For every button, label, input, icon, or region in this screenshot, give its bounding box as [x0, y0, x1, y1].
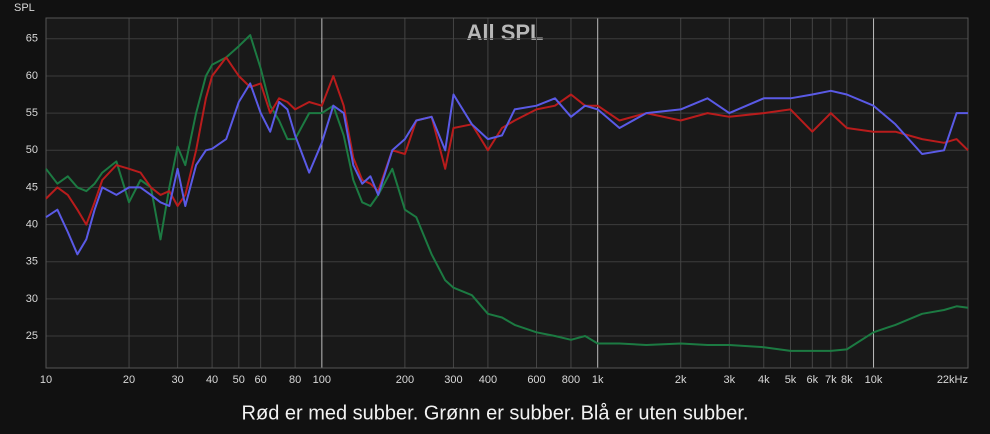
y-tick-label: 30 [26, 293, 38, 305]
series-line [45, 34, 969, 352]
x-tick-label: 6k [807, 374, 819, 386]
x-tick-label: 300 [444, 374, 462, 386]
y-tick-label: 25 [26, 330, 38, 342]
x-tick-label: 40 [206, 374, 218, 386]
x-tick-label: 5k [785, 374, 797, 386]
x-tick-label: 50 [233, 374, 245, 386]
x-tick-label: 400 [479, 374, 497, 386]
x-tick-label: 22kHz [937, 374, 968, 386]
x-tick-label: 4k [758, 374, 770, 386]
x-tick-label: 80 [289, 374, 301, 386]
series-line [45, 82, 968, 256]
x-tick-label: 100 [313, 374, 331, 386]
x-tick-label: 7k [825, 374, 837, 386]
caption: Rød er med subber. Grønn er subber. Blå … [242, 402, 749, 424]
series-line [45, 56, 969, 226]
x-tick-label: 10 [40, 374, 52, 386]
x-tick-label: 200 [396, 374, 414, 386]
y-tick-label: 65 [26, 33, 38, 45]
x-tick-label: 1k [592, 374, 604, 386]
x-tick-label: 30 [171, 374, 183, 386]
x-tick-label: 600 [527, 374, 545, 386]
y-tick-label: 60 [26, 70, 38, 82]
x-tick-label: 8k [841, 374, 853, 386]
x-tick-label: 3k [723, 374, 735, 386]
x-tick-label: 60 [255, 374, 267, 386]
plot-area [46, 18, 968, 368]
chart-title: All SPL [466, 20, 543, 45]
y-tick-label: 35 [26, 256, 38, 268]
plot-border [45, 17, 969, 369]
x-tick-label: 2k [675, 374, 687, 386]
y-tick-label: 50 [26, 144, 38, 156]
y-tick-label: 40 [26, 218, 38, 230]
y-tick-label: 45 [26, 181, 38, 193]
y-axis-label: SPL [14, 2, 35, 14]
x-tick-label: 800 [562, 374, 580, 386]
x-tick-label: 20 [123, 374, 135, 386]
y-tick-label: 55 [26, 107, 38, 119]
x-tick-label: 10k [865, 374, 883, 386]
